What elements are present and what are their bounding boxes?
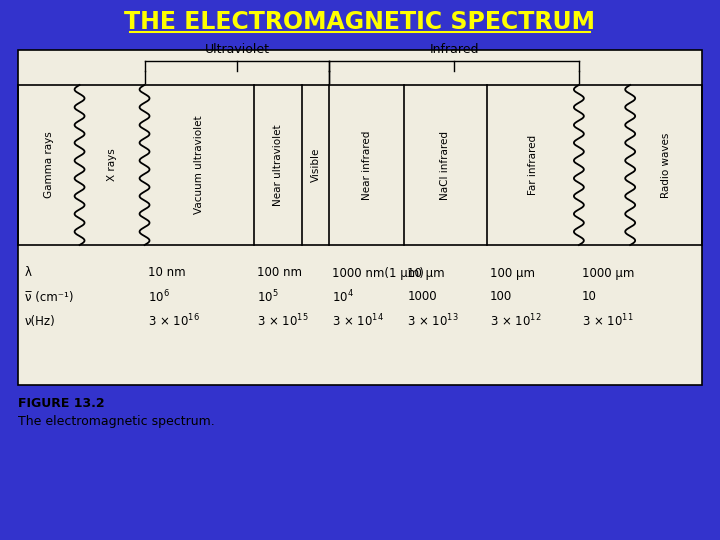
Text: 3 × 10$^{15}$: 3 × 10$^{15}$ (257, 313, 309, 329)
Text: 10: 10 (582, 291, 597, 303)
Text: X rays: X rays (107, 148, 117, 181)
Text: Vacuum ultraviolet: Vacuum ultraviolet (194, 116, 204, 214)
Text: 100 nm: 100 nm (257, 267, 302, 280)
Text: THE ELECTROMAGNETIC SPECTRUM: THE ELECTROMAGNETIC SPECTRUM (125, 10, 595, 34)
Text: Far infrared: Far infrared (528, 135, 538, 195)
Text: 100 μm: 100 μm (490, 267, 534, 280)
Text: 10$^6$: 10$^6$ (148, 289, 169, 305)
Text: Visible: Visible (310, 148, 320, 182)
Text: Radio waves: Radio waves (661, 132, 671, 198)
Text: 1000 μm: 1000 μm (582, 267, 634, 280)
Text: 10$^5$: 10$^5$ (257, 289, 279, 305)
Text: 1000 nm(1 μm): 1000 nm(1 μm) (332, 267, 424, 280)
Text: NaCl infrared: NaCl infrared (441, 131, 451, 199)
Text: ν(Hz): ν(Hz) (25, 314, 55, 327)
Text: 3 × 10$^{14}$: 3 × 10$^{14}$ (332, 313, 384, 329)
Text: ν̅ (cm⁻¹): ν̅ (cm⁻¹) (25, 291, 73, 303)
Text: Near ultraviolet: Near ultraviolet (273, 124, 283, 206)
Text: 3 × 10$^{11}$: 3 × 10$^{11}$ (582, 313, 634, 329)
Text: Near infrared: Near infrared (362, 130, 372, 200)
Text: 10 nm: 10 nm (148, 267, 185, 280)
Text: FIGURE 13.2: FIGURE 13.2 (18, 397, 104, 410)
Text: λ: λ (25, 267, 32, 280)
Text: 1000: 1000 (408, 291, 437, 303)
Text: Gamma rays: Gamma rays (44, 132, 54, 198)
Text: Ultraviolet: Ultraviolet (204, 43, 269, 56)
Text: 100: 100 (490, 291, 512, 303)
Text: 10$^4$: 10$^4$ (332, 289, 354, 305)
Bar (18, 50, 702, 385)
Text: Infrared: Infrared (429, 43, 479, 56)
Text: 10 μm: 10 μm (408, 267, 445, 280)
Text: The electromagnetic spectrum.: The electromagnetic spectrum. (18, 415, 215, 428)
Text: 3 × 10$^{12}$: 3 × 10$^{12}$ (490, 313, 541, 329)
Text: 3 × 10$^{13}$: 3 × 10$^{13}$ (408, 313, 459, 329)
Text: 3 × 10$^{16}$: 3 × 10$^{16}$ (148, 313, 199, 329)
